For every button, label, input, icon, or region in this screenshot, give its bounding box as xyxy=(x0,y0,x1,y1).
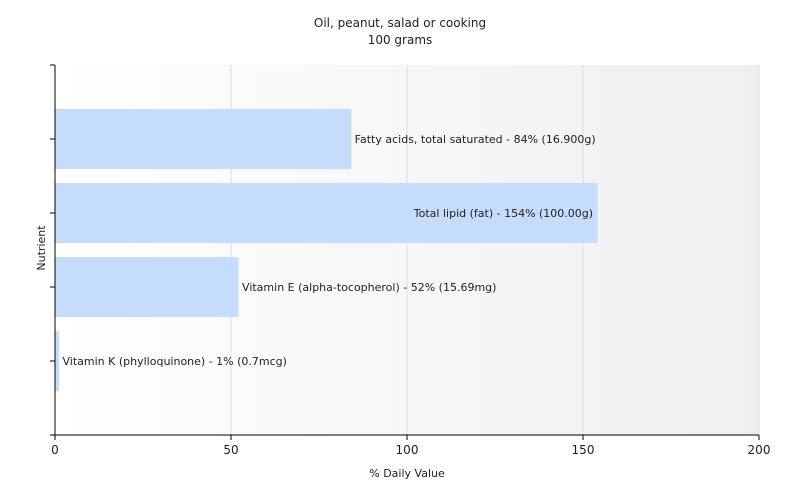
bar-labels: Fatty acids, total saturated - 84% (16.9… xyxy=(63,133,596,368)
bar xyxy=(55,109,352,169)
chart-title: Oil, peanut, salad or cooking xyxy=(314,16,486,30)
bar xyxy=(55,257,239,317)
bar xyxy=(55,183,598,243)
y-ticks xyxy=(50,64,55,436)
x-tick-label: 200 xyxy=(748,443,771,457)
bars xyxy=(55,109,598,391)
bar-label: Fatty acids, total saturated - 84% (16.9… xyxy=(355,133,596,146)
bar xyxy=(55,331,60,391)
bar-label: Vitamin K (phylloquinone) - 1% (0.7mcg) xyxy=(63,355,287,368)
x-ticks: 0 50 100 150 200 xyxy=(51,435,770,457)
x-tick-label: 150 xyxy=(572,443,595,457)
y-axis-label: Nutrient xyxy=(35,225,48,271)
bar-label: Total lipid (fat) - 154% (100.00g) xyxy=(413,207,593,220)
bar-label: Vitamin E (alpha-tocopherol) - 52% (15.6… xyxy=(242,281,496,294)
x-tick-label: 100 xyxy=(396,443,419,457)
chart-subtitle: 100 grams xyxy=(368,33,433,47)
x-tick-label: 0 xyxy=(51,443,59,457)
x-tick-label: 50 xyxy=(223,443,238,457)
x-axis-label: % Daily Value xyxy=(369,467,445,480)
